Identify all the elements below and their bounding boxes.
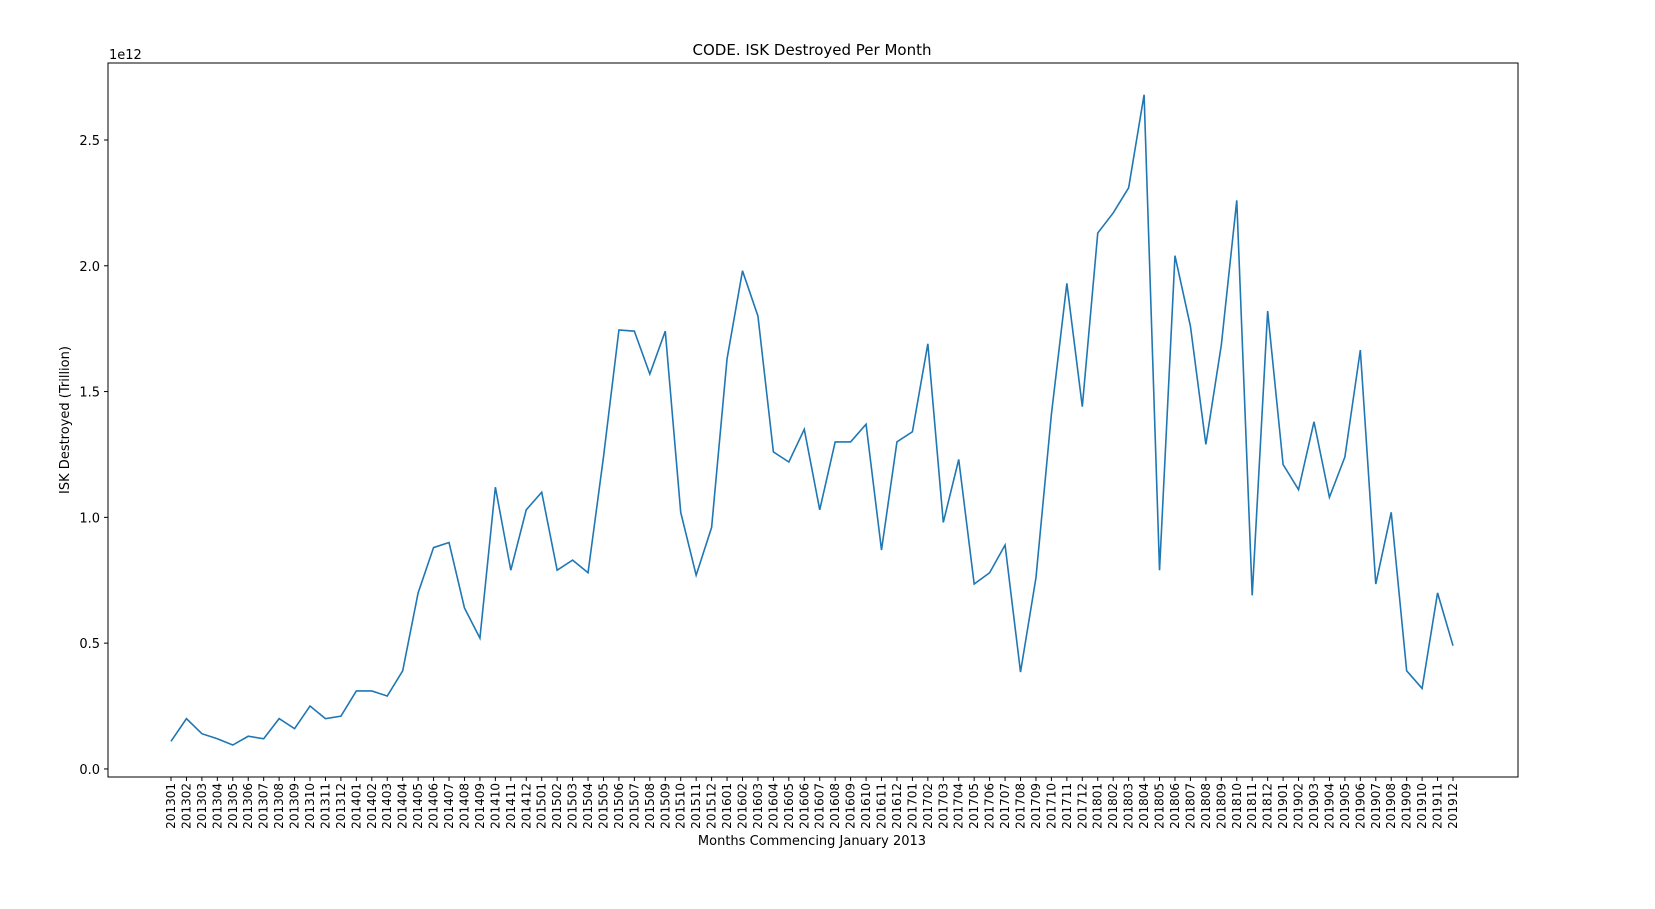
x-tick-label: 201806 xyxy=(1168,783,1182,829)
x-tick-label: 201912 xyxy=(1446,783,1460,829)
x-tick-label: 201501 xyxy=(535,783,549,829)
x-tick-label: 201602 xyxy=(735,783,749,829)
x-tick-label: 201906 xyxy=(1353,783,1367,829)
chart-title: CODE. ISK Destroyed Per Month xyxy=(693,41,932,59)
x-tick-label: 201307 xyxy=(257,783,271,829)
x-tick-label: 201606 xyxy=(797,783,811,829)
x-tick-label: 201507 xyxy=(627,783,641,829)
x-tick-label: 201609 xyxy=(844,783,858,829)
data-line xyxy=(170,94,1454,746)
x-tick-label: 201410 xyxy=(488,783,502,829)
x-tick-label: 201707 xyxy=(998,783,1012,829)
x-tick-label: 201607 xyxy=(813,783,827,829)
x-tick-label: 201801 xyxy=(1091,783,1105,829)
x-tick-label: 201509 xyxy=(658,783,672,829)
x-tick-label: 201510 xyxy=(674,783,688,829)
x-tick-label: 201608 xyxy=(828,783,842,829)
x-tick-label: 201804 xyxy=(1137,783,1151,829)
y-tick-label: 1.5 xyxy=(79,386,100,401)
y-tick-label: 1.0 xyxy=(79,511,100,526)
x-tick-label: 201511 xyxy=(689,783,703,829)
x-tick-label: 201907 xyxy=(1369,783,1383,829)
x-tick-label: 201504 xyxy=(581,783,595,829)
x-tick-label: 201712 xyxy=(1075,783,1089,829)
x-tick-label: 201710 xyxy=(1044,783,1058,829)
x-tick-label: 201905 xyxy=(1338,783,1352,829)
x-tick-label: 201302 xyxy=(179,783,193,829)
x-tick-label: 201309 xyxy=(288,783,302,829)
x-tick-label: 201910 xyxy=(1415,783,1429,829)
x-tick-label: 201506 xyxy=(612,783,626,829)
x-tick-label: 201611 xyxy=(875,783,889,829)
x-tick-label: 201809 xyxy=(1214,783,1228,829)
x-tick-label: 201911 xyxy=(1431,783,1445,829)
plot-frame xyxy=(107,62,1519,778)
x-tick-label: 201704 xyxy=(952,783,966,829)
x-tick-label: 201812 xyxy=(1261,783,1275,829)
x-tick-label: 201706 xyxy=(983,783,997,829)
x-tick-label: 201705 xyxy=(967,783,981,829)
x-tick-label: 201902 xyxy=(1292,783,1306,829)
y-tick-label: 2.0 xyxy=(79,260,100,275)
x-tick-label: 201407 xyxy=(442,783,456,829)
x-tick-label: 201508 xyxy=(643,783,657,829)
x-tick-label: 201807 xyxy=(1183,783,1197,829)
y-tick-label: 0.5 xyxy=(79,637,100,652)
x-tick-label: 201810 xyxy=(1230,783,1244,829)
x-tick-label: 201908 xyxy=(1384,783,1398,829)
x-tick-label: 201702 xyxy=(921,783,935,829)
x-tick-label: 201311 xyxy=(318,783,332,829)
x-tick-label: 201708 xyxy=(1014,783,1028,829)
x-tick-label: 201306 xyxy=(241,783,255,829)
x-tick-label: 201711 xyxy=(1060,783,1074,829)
y-offset-label: 1e12 xyxy=(109,48,142,63)
x-tick-label: 201603 xyxy=(751,783,765,829)
x-tick-label: 201904 xyxy=(1322,783,1336,829)
x-tick-label: 201411 xyxy=(504,783,518,829)
x-tick-label: 201304 xyxy=(210,783,224,829)
x-tick-label: 201310 xyxy=(303,783,317,829)
x-axis-label: Months Commencing January 2013 xyxy=(698,834,926,849)
y-tick-label: 0.0 xyxy=(79,763,100,778)
y-tick-label: 2.5 xyxy=(79,134,100,149)
x-tick-label: 201612 xyxy=(890,783,904,829)
x-tick-label: 201803 xyxy=(1122,783,1136,829)
x-tick-label: 201403 xyxy=(380,783,394,829)
x-tick-label: 201610 xyxy=(859,783,873,829)
x-tick-label: 201808 xyxy=(1199,783,1213,829)
x-tick-label: 201406 xyxy=(427,783,441,829)
x-tick-label: 201909 xyxy=(1400,783,1414,829)
x-tick-label: 201802 xyxy=(1106,783,1120,829)
x-tick-label: 201401 xyxy=(349,783,363,829)
x-tick-label: 201701 xyxy=(905,783,919,829)
x-tick-label: 201404 xyxy=(396,783,410,829)
x-tick-label: 201709 xyxy=(1029,783,1043,829)
x-tick-label: 201703 xyxy=(936,783,950,829)
x-tick-label: 201805 xyxy=(1153,783,1167,829)
x-tick-label: 201305 xyxy=(226,783,240,829)
x-tick-label: 201402 xyxy=(365,783,379,829)
x-tick-label: 201412 xyxy=(519,783,533,829)
y-axis-label: ISK Destroyed (Trillion) xyxy=(58,346,73,494)
x-tick-label: 201903 xyxy=(1307,783,1321,829)
x-tick-label: 201408 xyxy=(457,783,471,829)
x-tick-label: 201308 xyxy=(272,783,286,829)
x-tick-label: 201605 xyxy=(782,783,796,829)
x-tick-label: 201301 xyxy=(164,783,178,829)
x-tick-label: 201512 xyxy=(705,783,719,829)
x-tick-label: 201901 xyxy=(1276,783,1290,829)
x-tick-label: 201503 xyxy=(566,783,580,829)
x-tick-label: 201405 xyxy=(411,783,425,829)
x-tick-label: 201601 xyxy=(720,783,734,829)
x-tick-label: 201303 xyxy=(195,783,209,829)
x-tick-label: 201505 xyxy=(596,783,610,829)
x-tick-label: 201502 xyxy=(550,783,564,829)
x-tick-label: 201811 xyxy=(1245,783,1259,829)
x-tick-label: 201604 xyxy=(766,783,780,829)
x-tick-label: 201409 xyxy=(473,783,487,829)
x-tick-label: 201312 xyxy=(334,783,348,829)
